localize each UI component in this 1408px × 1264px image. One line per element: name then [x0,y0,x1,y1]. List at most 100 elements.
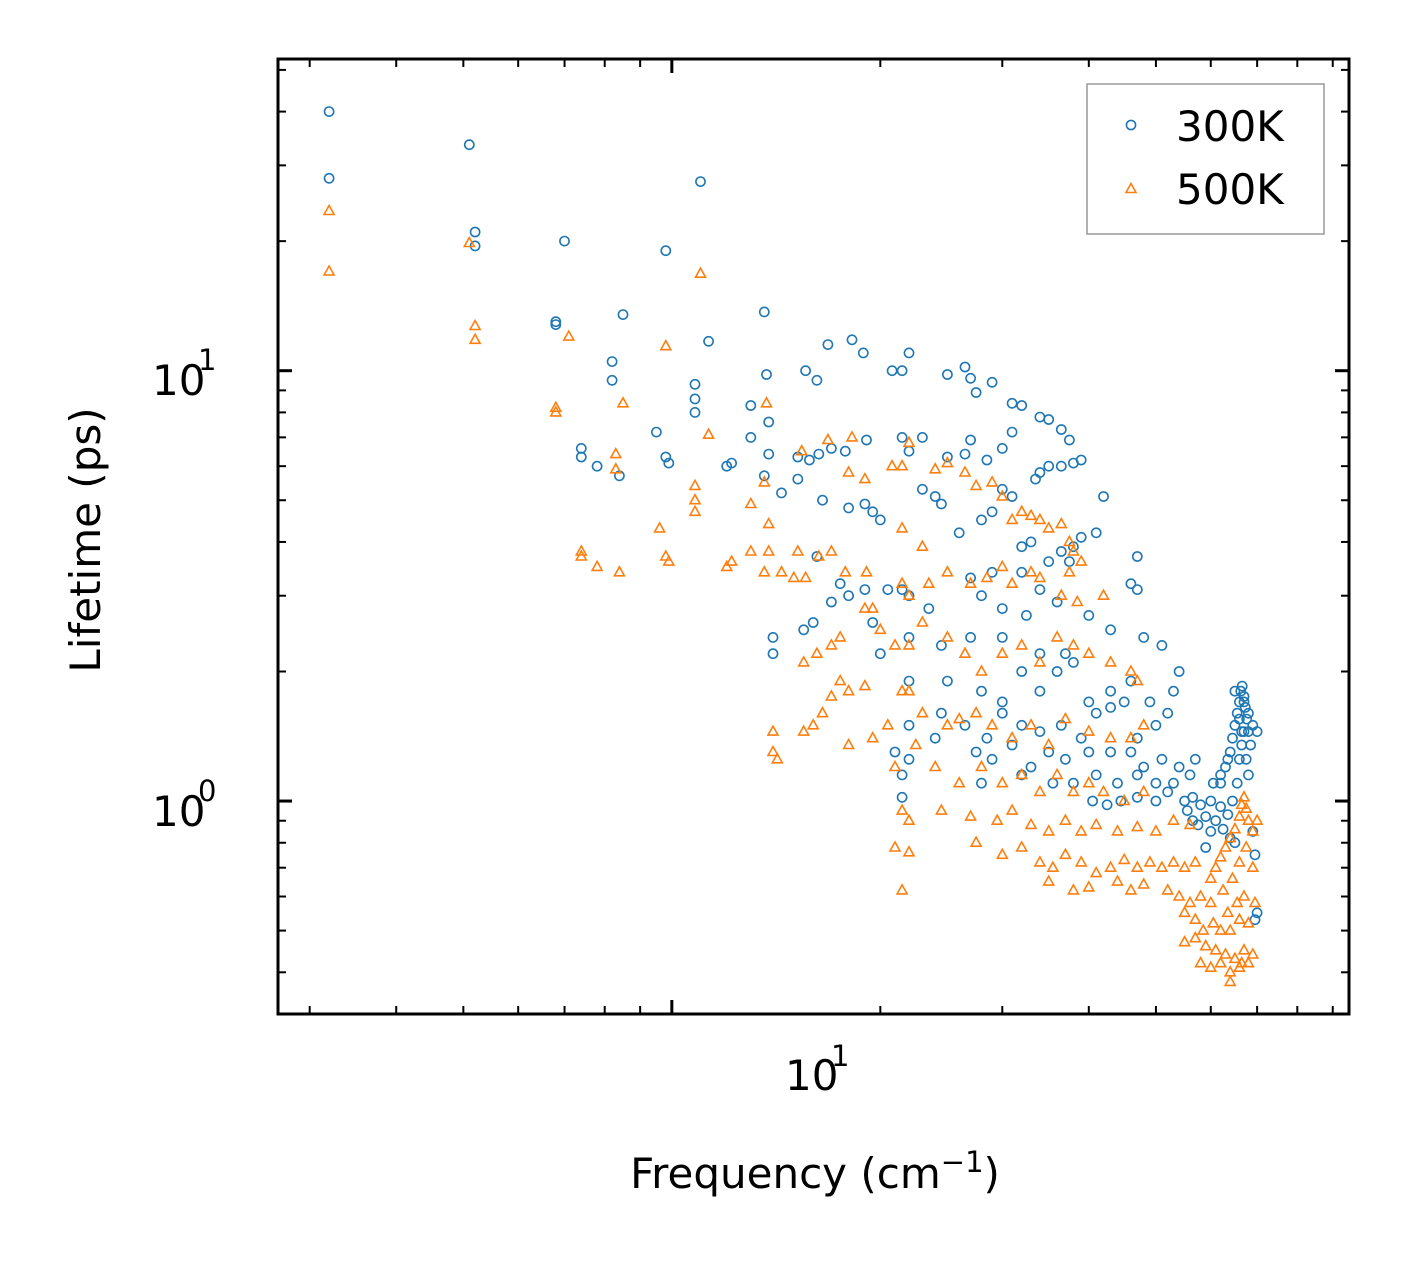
data-point-500K [1074,855,1088,867]
data-point-300K [1138,761,1150,773]
data-point-300K [1249,914,1261,926]
data-point-500K [1237,889,1251,901]
data-point-500K [1143,855,1157,867]
data-point-300K [874,514,886,526]
data-point-500K [816,706,829,718]
data-point-300K [1156,640,1168,651]
data-point-500K [895,803,909,815]
data-point-500K [322,264,336,276]
data-point-500K [1024,817,1038,830]
data-point-500K [549,405,563,417]
data-point-300K [463,139,475,151]
data-point-500K [1137,718,1151,730]
data-point-500K [1033,784,1047,797]
data-point-500K [1005,576,1019,589]
data-point-300K [839,445,851,457]
data-point-300K [1105,624,1116,636]
data-point-300K [758,470,770,482]
data-point-500K [902,588,916,601]
data-point-500K [1117,793,1131,806]
data-point-500K [1074,554,1088,566]
x-tick-exponent: 1 [831,1039,849,1073]
data-point-300K [1220,761,1231,773]
data-point-300K [1115,795,1127,807]
x-tick-label-10-1: 10 1 [785,1039,849,1100]
data-point-500K [1111,824,1124,836]
data-point-300K [903,632,915,643]
data-point-300K [804,454,815,466]
data-point-300K [857,347,869,359]
data-point-500K [1137,784,1151,797]
plot-frame [276,57,1351,1016]
series-500K [322,203,1264,987]
data-point-500K [770,752,784,764]
data-point-500K [1194,889,1207,901]
series-300K [323,106,1263,926]
data-point-500K [902,813,916,826]
data-point-300K [1068,657,1079,668]
data-point-300K [1131,551,1143,562]
data-point-500K [1005,731,1019,743]
data-point-300K [1125,675,1137,687]
data-point-300K [606,374,618,386]
data-point-300K [953,527,965,539]
data-point-300K [1060,648,1071,660]
data-point-500K [985,475,999,487]
data-point-300K [695,176,706,187]
data-point-500K [1070,594,1084,607]
data-point-300K [1034,584,1046,595]
data-point-500K [1167,855,1180,867]
data-point-300K [1112,777,1123,789]
data-point-300K [726,457,737,469]
data-point-500K [838,565,852,577]
data-point-300K [1236,739,1248,751]
data-point-500K [1233,809,1246,821]
data-point-500K [1111,874,1124,886]
data-point-300K [976,685,987,697]
data-point-500K [888,759,902,772]
data-point-500K [858,601,872,613]
data-point-300K [896,791,908,803]
data-point-500K [1239,801,1253,814]
y-tick-base: 10 [152,356,205,405]
data-point-300K [763,448,775,460]
data-point-300K [323,172,335,184]
data-point-500K [1059,813,1072,826]
data-point-300K [1227,732,1238,744]
data-point-300K [1210,815,1222,827]
data-point-300K [1075,454,1087,466]
data-point-300K [1173,666,1185,677]
data-point-300K [965,572,976,584]
data-point-300K [976,777,987,789]
data-point-500K [1204,960,1218,973]
y-tick-exponent: 1 [198,343,216,377]
data-point-300K [1222,809,1234,820]
data-point-300K [1090,707,1102,719]
data-point-300K [896,431,908,443]
data-point-300K [970,387,982,398]
y-tick-exponent: 0 [198,774,216,808]
data-point-500K [1024,508,1038,521]
data-point-300K [1156,753,1168,765]
data-point-300K [1016,541,1028,553]
data-point-300K [1251,907,1263,919]
data-point-300K [903,719,915,731]
data-point-300K [1034,726,1046,737]
data-point-500K [1104,731,1117,743]
data-point-500K [1059,847,1072,860]
data-point-500K [1124,883,1138,895]
data-point-300K [1231,777,1243,789]
data-point-300K [822,339,834,350]
data-point-500K [1246,860,1260,873]
data-point-300K [1173,761,1185,773]
data-point-300K [1131,791,1143,803]
data-point-500K [1067,544,1080,556]
data-point-300K [1150,777,1162,789]
data-point-500K [941,565,954,577]
data-point-500K [885,459,899,471]
data-point-500K [975,664,988,676]
data-point-300K [1051,666,1063,677]
y-tick-label-10-0: 10 0 [152,774,216,836]
data-point-300K [703,335,714,347]
data-point-300K [1021,610,1032,621]
